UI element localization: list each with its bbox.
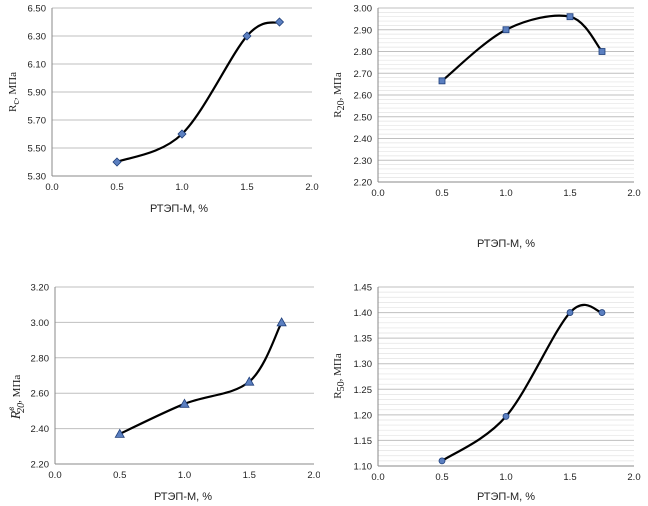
data-point (502, 26, 510, 34)
data-point (244, 376, 255, 386)
x-tick-label: 1.0 (499, 188, 512, 199)
x-axis-label: РТЭП-М, % (477, 491, 535, 503)
y-axis-label: R50, МПа (332, 353, 347, 399)
y-axis-label: Rв20, МПа (6, 375, 27, 421)
x-tick-label: 1.5 (563, 472, 576, 483)
data-point (179, 398, 190, 408)
data-point (114, 428, 125, 438)
x-tick-label: 2.0 (627, 472, 640, 483)
y-tick-label: 3.00 (354, 4, 373, 15)
x-tick-label: 1.5 (243, 470, 256, 481)
y-tick-label: 2.60 (31, 389, 50, 400)
y-tick-label: 2.70 (354, 69, 373, 80)
y-tick-label: 1.30 (354, 359, 373, 370)
data-point (598, 309, 606, 316)
y-tick-label: 1.10 (354, 462, 373, 473)
y-tick-label: 2.40 (31, 424, 50, 435)
data-point (274, 17, 285, 27)
x-tick-label: 0.5 (435, 472, 448, 483)
chart-rc: 5.30 5.50 5.70 5.90 6.10 6.30 6.50 0.0 0.5 1.0 1.… (7, 4, 319, 216)
x-tick-label: 0.0 (371, 188, 384, 199)
x-tick-label: 1.0 (175, 182, 188, 193)
data-point (276, 317, 287, 327)
series-line (116, 20, 280, 164)
y-tick-label: 1.45 (354, 283, 373, 294)
chart-r50: 1.10 1.15 1.20 1.25 1.30 1.35 1.40 1.45 0.0 0.5 1… (332, 283, 641, 504)
series-line (441, 14, 603, 82)
x-axis-label: РТЭП-М, % (150, 203, 208, 215)
y-tick-label: 6.50 (28, 4, 47, 15)
y-axis-label: Rc, МПа (7, 72, 22, 112)
y-tick-label: 1.40 (354, 308, 373, 319)
x-tick-label: 1.5 (563, 188, 576, 199)
series-line (441, 303, 603, 462)
data-point (242, 31, 252, 41)
y-tick-label: 5.30 (28, 172, 47, 183)
x-tick-label: 2.0 (627, 188, 640, 199)
y-tick-label: 5.90 (28, 88, 47, 99)
y-tick-label: 1.15 (354, 436, 373, 447)
y-tick-label: 2.20 (31, 460, 50, 471)
y-tick-label: 2.60 (354, 91, 373, 102)
y-tick-label: 1.20 (354, 410, 373, 421)
y-tick-label: 1.35 (354, 334, 373, 345)
data-point (502, 412, 510, 420)
y-tick-label: 2.20 (354, 178, 373, 189)
y-tick-label: 2.80 (31, 353, 50, 364)
y-tick-label: 2.50 (354, 112, 373, 123)
x-axis-label: РТЭП-М, % (154, 491, 212, 503)
x-tick-label: 1.0 (499, 472, 512, 483)
x-tick-label: 0.5 (435, 188, 448, 199)
y-tick-label: 2.30 (354, 156, 373, 167)
data-point (566, 13, 574, 21)
y-tick-label: 2.40 (354, 134, 373, 145)
series-line (119, 321, 283, 435)
x-tick-label: 1.0 (178, 470, 191, 481)
data-point (438, 457, 446, 465)
chart-r20: 2.20 2.30 2.40 2.50 2.60 2.70 2.80 2.90 3.00 0.0… (332, 4, 641, 251)
x-tick-label: 0.0 (48, 470, 61, 481)
y-tick-label: 6.10 (28, 60, 47, 71)
x-tick-label: 2.0 (305, 182, 318, 193)
x-axis-label: РТЭП-М, % (477, 238, 535, 250)
y-tick-label: 3.00 (31, 318, 50, 329)
chart-r20v: 2.20 2.40 2.60 2.80 3.00 3.20 0.0 0.5 1.0 1.5 2.0… (6, 283, 320, 504)
x-tick-label: 0.5 (113, 470, 126, 481)
y-tick-label: 5.50 (28, 144, 47, 155)
y-tick-label: 6.30 (28, 32, 47, 43)
x-tick-label: 0.0 (371, 472, 384, 483)
y-tick-label: 2.90 (354, 25, 373, 36)
data-point (112, 157, 122, 167)
x-tick-label: 0.5 (110, 182, 123, 193)
data-point (566, 309, 574, 316)
data-point (438, 77, 446, 85)
y-tick-label: 2.80 (354, 47, 373, 58)
y-tick-label: 1.25 (354, 385, 373, 396)
y-tick-label: 5.70 (28, 116, 47, 127)
x-tick-label: 0.0 (45, 182, 58, 193)
data-point (177, 129, 187, 139)
y-axis-label: R20, МПа (332, 72, 347, 118)
x-tick-label: 1.5 (240, 182, 253, 193)
x-tick-label: 2.0 (307, 470, 320, 481)
y-tick-label: 3.20 (31, 283, 50, 294)
data-point (598, 48, 606, 55)
